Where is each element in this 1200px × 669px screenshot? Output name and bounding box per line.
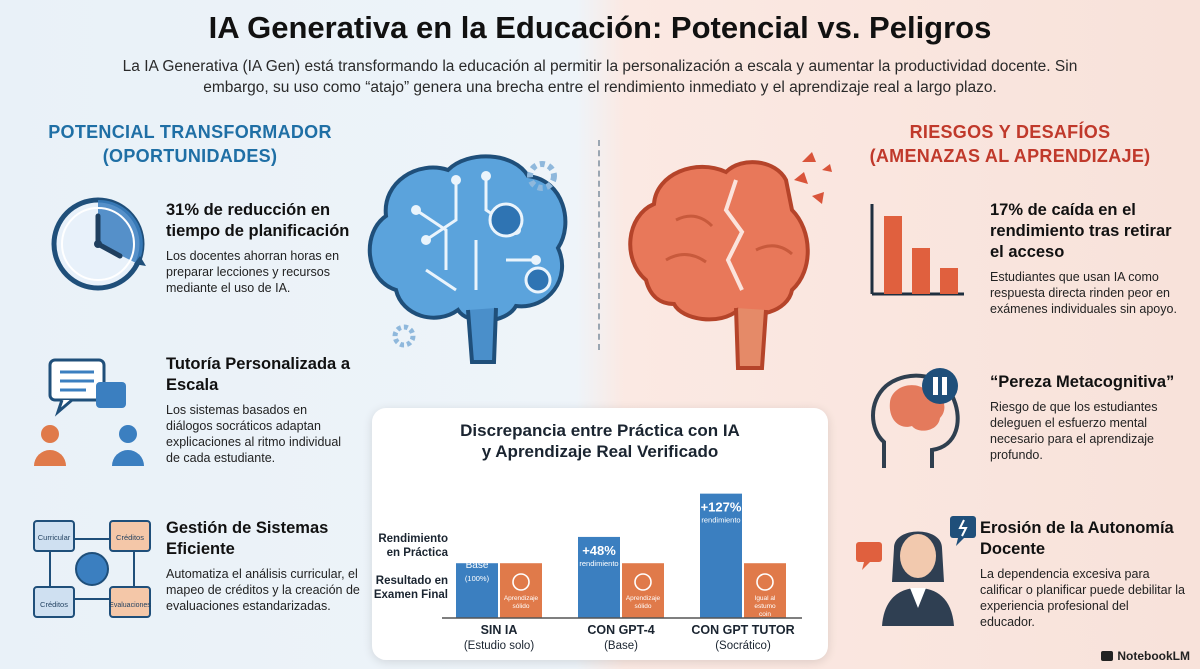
chart-title-line1: Discrepancia entre Práctica con IA	[460, 421, 740, 440]
right-item-metacognitive: “Pereza Metacognitiva” Riesgo de que los…	[990, 372, 1186, 463]
left-item-text: Los sistemas basados en diálogos socráti…	[166, 403, 342, 465]
system-map-icon: Curricular Créditos Créditos Evaluacione…	[33, 520, 151, 618]
row-label: Examen Final	[374, 589, 448, 601]
dialogue-icon	[34, 358, 144, 466]
left-heading-line2: (OPORTUNIDADES)	[102, 146, 278, 166]
row-label: Rendimiento	[378, 533, 448, 545]
footer-text: NotebookLM	[1117, 649, 1190, 663]
practice-bar-label: rendimiento	[701, 516, 740, 525]
row-label: Resultado en	[376, 575, 448, 587]
notebook-icon	[1101, 651, 1114, 661]
right-column-heading: RIESGOS Y DESAFÍOS (AMENAZAS AL APRENDIZ…	[860, 120, 1160, 168]
left-item-tutoring: Tutoría Personalizada a Escala Los siste…	[166, 354, 356, 466]
exam-bar-label: Igual al	[755, 595, 777, 602]
practice-bar-label: +48%	[582, 543, 616, 558]
exam-bar-label: sólido	[635, 603, 652, 610]
check-icon	[756, 573, 774, 591]
left-item-title: Gestión de Sistemas Eficiente	[166, 519, 329, 558]
diagram-label-creditos-bottom: Créditos	[40, 600, 68, 609]
check-icon	[634, 573, 652, 591]
chart-plot: Rendimiento en Práctica Resultado en Examen…	[374, 493, 802, 652]
chart-title: Discrepancia entre Práctica con IA y Apr…	[372, 420, 828, 462]
category-label: CON GPT-4	[587, 623, 654, 637]
digital-brain-icon	[367, 154, 568, 364]
exam-bar-label: Aprendizaje	[504, 595, 539, 602]
left-item-title: Tutoría Personalizada a Escala	[166, 355, 350, 394]
right-item-title: 17% de caída en el rendimiento tras reti…	[990, 201, 1172, 261]
column-divider	[598, 140, 600, 350]
teacher-icon	[856, 516, 976, 626]
diagram-label-curricular: Curricular	[38, 533, 71, 542]
practice-bar	[578, 536, 620, 618]
right-heading-line2: (AMENAZAS AL APRENDIZAJE)	[869, 146, 1151, 166]
left-item-text: Los docentes ahorran horas en preparar l…	[166, 249, 340, 295]
category-sublabel: (Base)	[604, 640, 638, 652]
chart-card: Discrepancia entre Práctica con IA y Apr…	[372, 408, 828, 660]
left-item-planning: 31% de reducción en tiempo de planificac…	[166, 200, 356, 296]
page-title: IA Generativa en la Educación: Potencial…	[208, 10, 992, 45]
right-item-text: Estudiantes que usan IA como respuesta d…	[990, 270, 1177, 316]
exam-bar-label: Aprendizaje	[626, 595, 661, 602]
practice-bar-label: +127%	[701, 500, 742, 515]
category-label: CON GPT TUTOR	[691, 623, 794, 637]
right-heading-line1: RIESGOS Y DESAFÍOS	[909, 122, 1111, 142]
right-item-title: Erosión de la Autonomía Docente	[980, 519, 1174, 558]
left-item-title: 31% de reducción en tiempo de planificac…	[166, 201, 350, 240]
row-label: en Práctica	[387, 547, 449, 559]
chart-title-line2: y Aprendizaje Real Verificado	[481, 442, 719, 461]
right-item-text: Riesgo de que los estudiantes deleguen e…	[990, 400, 1158, 462]
left-heading-line1: POTENCIAL TRANSFORMADOR	[48, 122, 332, 142]
left-item-systems: Gestión de Sistemas Eficiente Automatiza…	[166, 518, 362, 614]
cracked-brain-icon	[628, 152, 832, 370]
exam-bar-label: coin	[759, 611, 771, 618]
practice-bar	[456, 563, 498, 618]
practice-bar	[700, 493, 742, 618]
category-label: SIN IA	[481, 623, 518, 637]
right-item-autonomy: Erosión de la Autonomía Docente La depen…	[980, 518, 1186, 630]
declining-bar-chart-icon	[870, 204, 964, 296]
footer-brand: NotebookLM	[1101, 649, 1190, 663]
right-item-text: La dependencia excesiva para calificar o…	[980, 567, 1185, 629]
category-sublabel: (Socrático)	[715, 640, 771, 652]
practice-bar-label: rendimiento	[579, 559, 618, 568]
right-item-title: “Pereza Metacognitiva”	[990, 373, 1175, 391]
exam-bar-label: estumo	[754, 603, 776, 610]
practice-bar-label: (100%)	[465, 574, 490, 583]
left-item-text: Automatiza el análisis curricular, el ma…	[166, 567, 360, 613]
clock-icon	[51, 197, 146, 291]
right-item-performance-drop: 17% de caída en el rendimiento tras reti…	[990, 200, 1186, 317]
check-icon	[512, 573, 530, 591]
diagram-label-creditos-top: Créditos	[116, 533, 144, 542]
exam-bar-label: sólido	[513, 603, 530, 610]
diagram-label-evaluaciones: Evaluaciones	[109, 602, 151, 609]
paused-head-icon	[871, 368, 960, 468]
left-column-heading: POTENCIAL TRANSFORMADOR (OPORTUNIDADES)	[40, 120, 340, 168]
category-sublabel: (Estudio solo)	[464, 640, 534, 652]
intro-text: La IA Generativa (IA Gen) está transform…	[122, 58, 1078, 96]
practice-bar-label: Base	[466, 560, 489, 571]
